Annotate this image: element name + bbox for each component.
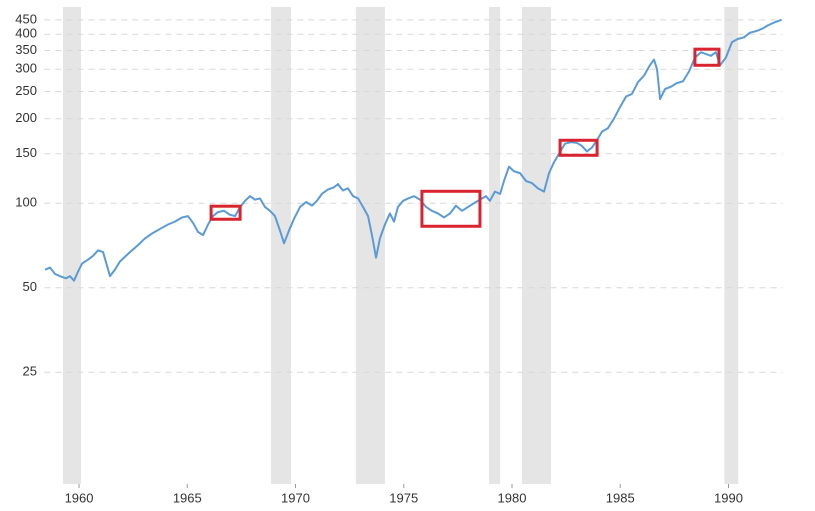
shaded-period [355, 7, 385, 484]
y-tick-label: 50 [23, 279, 37, 294]
shaded-period [521, 7, 551, 484]
highlight-box [420, 189, 482, 228]
y-tick-label: 250 [15, 83, 37, 98]
y-tick-label: 100 [15, 195, 37, 210]
shaded-period [271, 7, 291, 484]
highlight-box [209, 204, 242, 221]
highlight-box [693, 47, 721, 67]
line [44, 18, 782, 282]
y-tick-label: 350 [15, 42, 37, 57]
x-tick-label: 1980 [498, 490, 527, 505]
x-tick-label: 1975 [389, 490, 418, 505]
y-tick-label: 150 [15, 145, 37, 160]
shaded-period [724, 7, 739, 484]
x-tick-label: 1965 [173, 490, 202, 505]
y-tick-label: 450 [15, 11, 37, 26]
highlight-box [558, 138, 599, 157]
shaded-period [63, 7, 81, 484]
x-tick-label: 1960 [65, 490, 94, 505]
y-tick-label: 400 [15, 26, 37, 41]
x-tick-label: 1970 [281, 490, 310, 505]
y-tick-label: 300 [15, 61, 37, 76]
x-tick-label: 1990 [714, 490, 743, 505]
shaded-period [489, 7, 501, 484]
y-tick-label: 25 [23, 364, 37, 379]
y-tick-label: 200 [15, 110, 37, 125]
x-tick-label: 1985 [606, 490, 635, 505]
